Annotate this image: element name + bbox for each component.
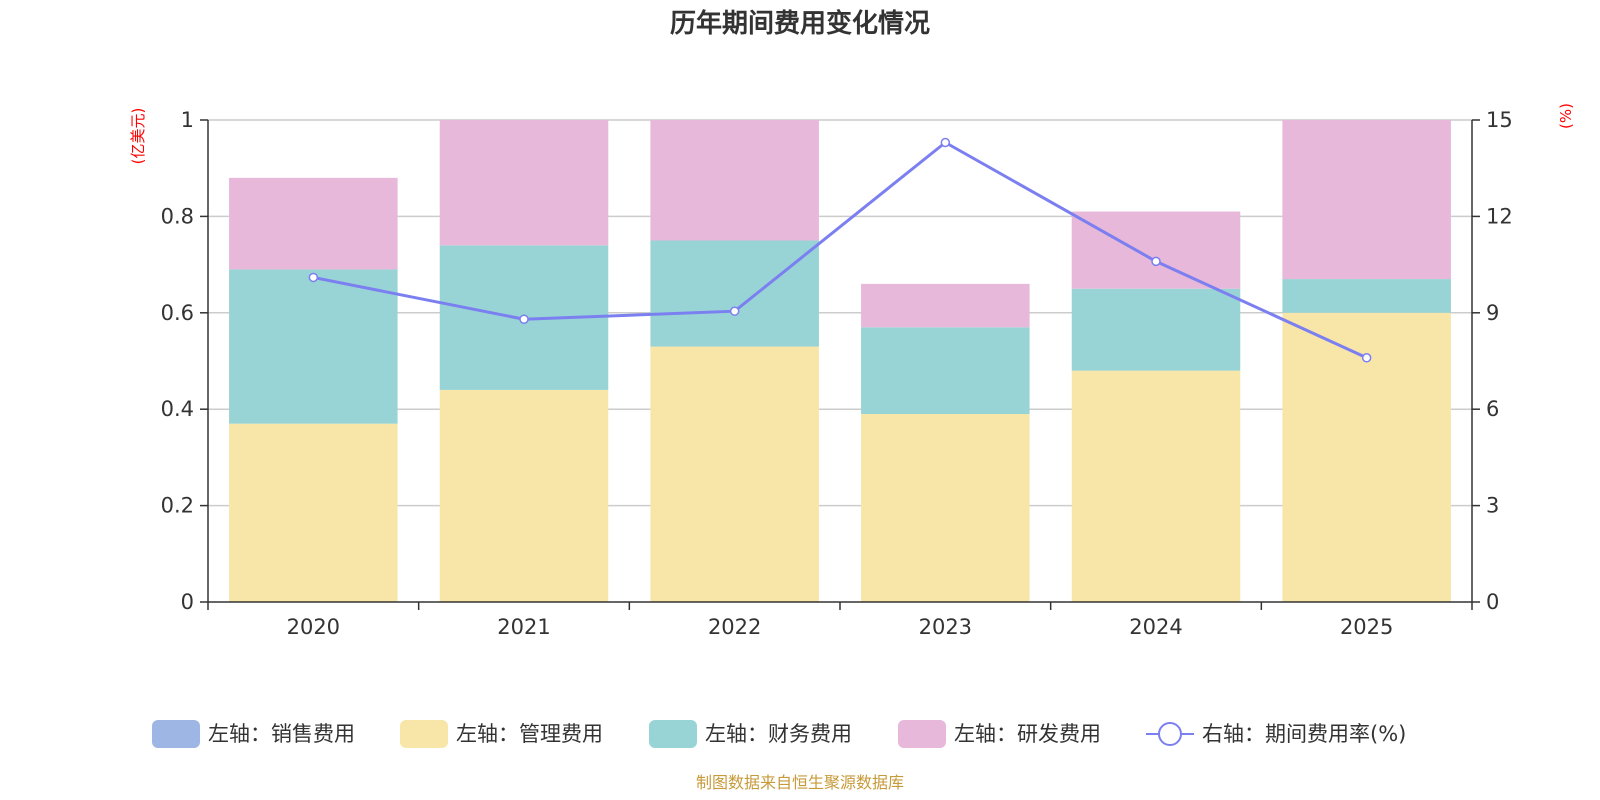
gridlines bbox=[208, 119, 1472, 507]
right-tick-label: 9 bbox=[1486, 301, 1499, 325]
right-tick-label: 15 bbox=[1486, 108, 1513, 132]
rate-point-2021 bbox=[519, 314, 529, 324]
rate-point-2025 bbox=[1361, 353, 1372, 363]
x-tick-label: 2024 bbox=[1129, 615, 1182, 639]
left-tick-label: 0.6 bbox=[161, 301, 194, 325]
legend-swatch-0 bbox=[152, 720, 200, 748]
bar-2022-s2 bbox=[650, 240, 819, 347]
legend-swatch-2 bbox=[649, 720, 697, 748]
right-tick-label: 3 bbox=[1486, 494, 1499, 518]
legend-label-3: 左轴：研发费用 bbox=[954, 722, 1101, 746]
axes: 0 0.2 0.4 0.6 0.8 1 0 3 6 9 12 15 2020 2021 2022 2023 20… bbox=[161, 108, 1513, 639]
right-tick-label: 0 bbox=[1486, 590, 1499, 614]
rate-line-path bbox=[313, 140, 1368, 360]
bar-2020-s2 bbox=[229, 269, 398, 424]
bar-2023-s1 bbox=[861, 414, 1030, 602]
left-tick-label: 0.4 bbox=[161, 397, 194, 421]
bar-2021-s1 bbox=[439, 389, 609, 602]
left-tick-label: 1 bbox=[181, 108, 194, 132]
rate-line bbox=[308, 137, 1372, 363]
source-note: 制图数据来自恒生聚源数据库 bbox=[696, 773, 904, 792]
bar-2022-s1 bbox=[650, 346, 819, 602]
bar-2023-s3 bbox=[861, 283, 1030, 328]
left-tick-label: 0.8 bbox=[161, 204, 194, 228]
bar-2021-s3 bbox=[439, 120, 609, 246]
bar-2020-s3 bbox=[229, 177, 398, 270]
x-tick-label: 2023 bbox=[919, 615, 972, 639]
bar-2025-s3 bbox=[1282, 120, 1451, 280]
right-axis-unit: (%) bbox=[1557, 103, 1575, 129]
bars bbox=[229, 120, 1451, 602]
legend: 左轴：销售费用 左轴：管理费用 左轴：财务费用 左轴：研发费用 右轴：期间费用率(%) bbox=[152, 720, 1406, 748]
left-tick-label: 0.2 bbox=[161, 494, 194, 518]
rate-point-2024 bbox=[1151, 256, 1161, 267]
left-tick-label: 0 bbox=[181, 590, 194, 614]
bar-2024-s1 bbox=[1071, 370, 1241, 602]
chart-title: 历年期间费用变化情况 bbox=[670, 8, 930, 39]
x-tick-label: 2021 bbox=[497, 615, 550, 639]
bar-2023-s2 bbox=[861, 327, 1030, 415]
bar-2024-s3 bbox=[1071, 211, 1241, 289]
x-tick-label: 2020 bbox=[287, 615, 340, 639]
rate-point-2020 bbox=[308, 272, 319, 283]
legend-swatch-1 bbox=[400, 720, 448, 748]
bar-2020-s1 bbox=[229, 423, 398, 602]
rate-point-2023 bbox=[940, 137, 951, 148]
legend-swatch-3 bbox=[898, 720, 946, 748]
legend-label-4: 右轴：期间费用率(%) bbox=[1202, 722, 1406, 746]
bar-2024-s2 bbox=[1071, 288, 1241, 371]
bar-2025-s2 bbox=[1282, 279, 1451, 313]
x-tick-label: 2022 bbox=[708, 615, 761, 639]
rate-point-2022 bbox=[729, 306, 740, 316]
right-tick-label: 12 bbox=[1486, 204, 1513, 228]
right-tick-label: 6 bbox=[1486, 397, 1499, 421]
x-tick-label: 2025 bbox=[1340, 615, 1393, 639]
left-axis-unit: (亿美元) bbox=[129, 108, 147, 165]
legend-label-0: 左轴：销售费用 bbox=[208, 722, 355, 746]
legend-label-2: 左轴：财务费用 bbox=[705, 722, 852, 746]
bar-2022-s3 bbox=[650, 120, 819, 241]
legend-line-marker bbox=[1158, 722, 1182, 746]
legend-label-1: 左轴：管理费用 bbox=[456, 722, 603, 746]
